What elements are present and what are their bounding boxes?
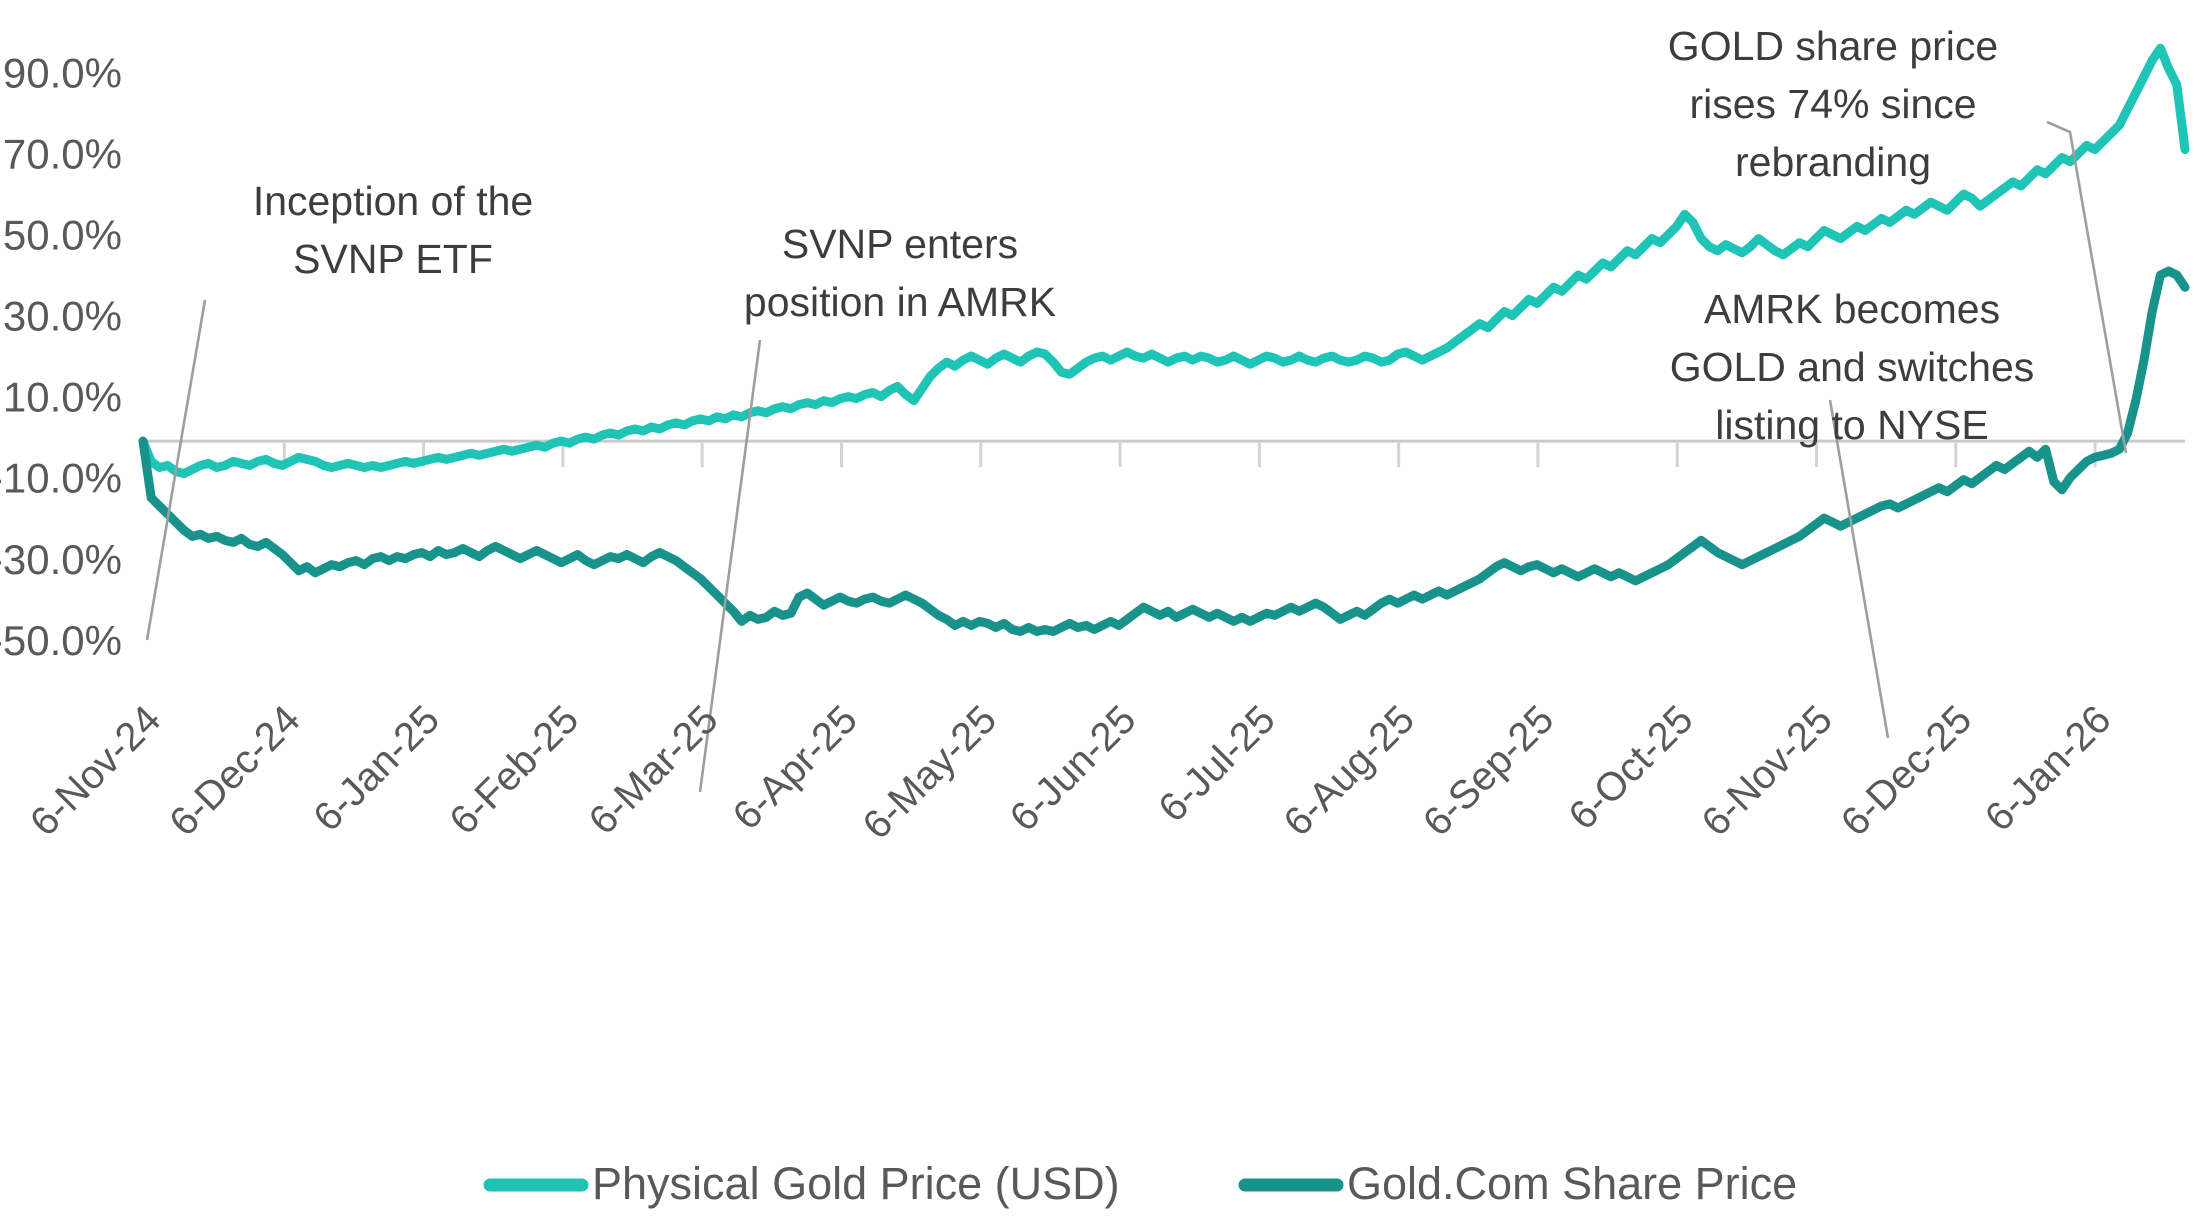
series-lines — [138, 43, 2190, 637]
annotation-text-line: SVNP enters — [782, 221, 1018, 267]
x-axis-tick-label: 6-Jun-25 — [1002, 697, 1145, 840]
y-axis-tick-label: 50.0% — [3, 212, 122, 259]
legend-item[interactable]: Physical Gold Price (USD) — [483, 1158, 1120, 1209]
annotation-labels: Inception of the SVNP ETF SVNP enters posit… — [253, 23, 2034, 448]
chart-annotation: SVNP enters position in AMRK — [744, 221, 1056, 325]
legend-item[interactable]: Gold.Com Share Price — [1238, 1158, 1797, 1209]
annotation-leader-line — [145, 299, 207, 641]
annotation-text-line: rises 74% since — [1689, 81, 1976, 127]
annotation-text-line: rebranding — [1735, 139, 1931, 185]
x-axis-tick-label: 6-Aug-25 — [1276, 697, 1423, 844]
legend-label: Physical Gold Price (USD) — [592, 1158, 1120, 1209]
x-axis-tick-label: 6-Mar-25 — [581, 697, 727, 843]
x-axis-tick-label: 6-Nov-24 — [22, 697, 169, 844]
y-axis-tick-label: 30.0% — [3, 293, 122, 340]
y-axis-tick-label: 90.0% — [3, 50, 122, 97]
x-axis-tick-label: 6-Feb-25 — [441, 697, 587, 843]
annotation-leader-line — [698, 339, 762, 793]
y-axis-tick-label: -30.0% — [0, 536, 122, 583]
x-axis-tick-label: 6-May-25 — [855, 697, 1006, 848]
x-axis-tick-label: 6-Dec-25 — [1833, 697, 1980, 844]
chart-annotation: Inception of the SVNP ETF — [253, 178, 533, 282]
y-axis-tick-label: 10.0% — [3, 374, 122, 421]
series-line-physical-gold-price — [138, 43, 2190, 479]
x-axis-tick-label: 6-Apr-25 — [725, 697, 866, 838]
annotation-text-line: GOLD and switches — [1670, 344, 2035, 390]
y-axis-tick-label: -10.0% — [0, 455, 122, 502]
legend-label: Gold.Com Share Price — [1347, 1158, 1797, 1209]
x-axis-tick-label: 6-Nov-25 — [1693, 697, 1840, 844]
annotation-text-line: position in AMRK — [744, 279, 1056, 325]
annotation-text-line: GOLD share price — [1668, 23, 1998, 69]
chart-legend: Physical Gold Price (USD) Gold.Com Share … — [483, 1158, 1797, 1209]
annotation-leader-lines — [145, 120, 2128, 793]
x-axis-tick-label: 6-Oct-25 — [1560, 697, 1701, 838]
chart-annotation: AMRK becomes GOLD and switches listing to … — [1670, 286, 2035, 448]
y-axis-tick-label: -50.0% — [0, 617, 122, 664]
y-axis-tick-label: 70.0% — [3, 131, 122, 178]
chart-annotation: GOLD share price rises 74% since rebrandin… — [1668, 23, 1998, 185]
x-axis-tick-label: 6-Sep-25 — [1415, 697, 1562, 844]
annotation-text-line: Inception of the — [253, 178, 533, 224]
x-axis-tickmarks — [143, 441, 2097, 468]
annotation-leader-line — [2046, 120, 2128, 454]
x-axis-tick-labels: 6-Nov-246-Dec-246-Jan-256-Feb-256-Mar-25… — [22, 697, 2120, 848]
x-axis-tick-label: 6-Jan-25 — [305, 697, 448, 840]
annotation-text-line: AMRK becomes — [1704, 286, 2000, 332]
x-axis-tick-label: 6-Jan-26 — [1977, 697, 2120, 840]
annotation-text-line: listing to NYSE — [1715, 402, 1988, 448]
annotation-text-line: SVNP ETF — [293, 236, 493, 282]
y-axis-tick-labels: 90.0% 70.0% 50.0% 30.0% 10.0% -10.0% -30.0% -50… — [0, 50, 122, 664]
series-line-goldcom-share-price — [138, 266, 2190, 637]
x-axis-tick-label: 6-Dec-24 — [161, 697, 308, 844]
annotation-leader-line — [1828, 399, 1890, 739]
x-axis-tick-label: 6-Jul-25 — [1150, 697, 1283, 830]
